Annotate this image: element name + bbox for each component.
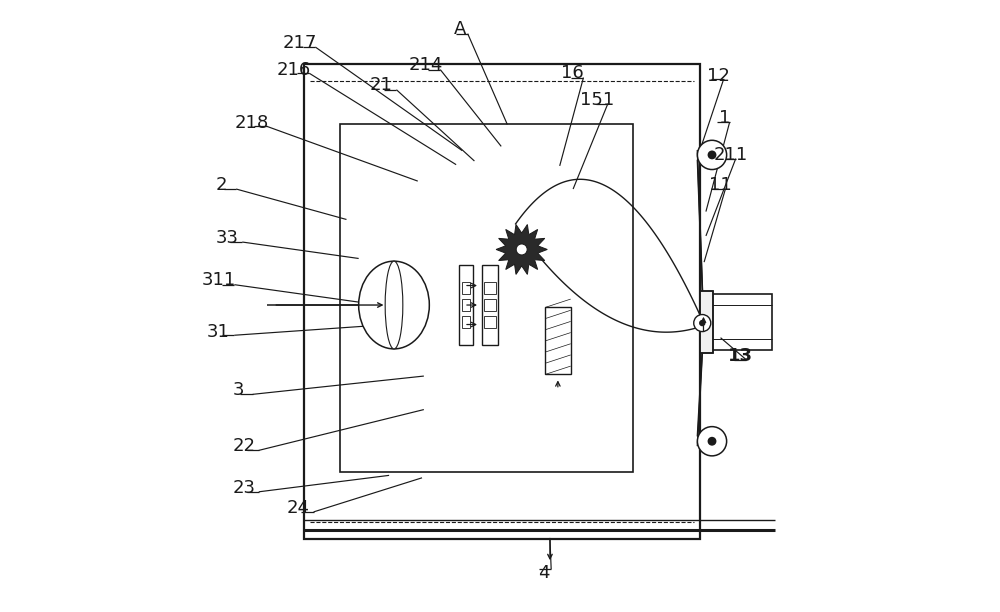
Text: 311: 311 — [201, 271, 236, 289]
Text: 4: 4 — [538, 564, 550, 582]
Text: 22: 22 — [233, 437, 256, 455]
Bar — [700, 291, 713, 353]
Bar — [700, 291, 713, 353]
Text: 21: 21 — [370, 76, 393, 94]
Bar — [484, 316, 496, 328]
Circle shape — [708, 151, 716, 159]
Text: 13: 13 — [728, 347, 753, 365]
Text: 214: 214 — [408, 56, 443, 74]
Text: 217: 217 — [283, 34, 317, 52]
Bar — [462, 282, 470, 294]
Ellipse shape — [385, 261, 403, 349]
Bar — [462, 316, 470, 328]
Text: 2: 2 — [215, 176, 227, 195]
Bar — [304, 64, 700, 539]
Text: 211: 211 — [713, 146, 747, 164]
Text: 33: 33 — [216, 229, 239, 247]
Circle shape — [708, 438, 716, 445]
Text: 11: 11 — [709, 176, 732, 195]
Bar — [700, 294, 772, 350]
Text: 31: 31 — [207, 323, 230, 341]
Text: 12: 12 — [707, 67, 730, 84]
Circle shape — [694, 315, 711, 332]
Text: A: A — [454, 20, 467, 38]
Circle shape — [516, 244, 527, 255]
Text: 16: 16 — [561, 64, 583, 82]
Polygon shape — [496, 225, 547, 274]
Bar — [482, 266, 498, 345]
Text: 23: 23 — [233, 479, 256, 496]
Bar — [459, 266, 473, 345]
Bar — [462, 299, 470, 311]
Text: 3: 3 — [232, 381, 244, 399]
Ellipse shape — [359, 261, 429, 349]
Circle shape — [697, 140, 727, 170]
Text: 218: 218 — [234, 114, 269, 132]
Text: 151: 151 — [580, 91, 615, 109]
Text: 24: 24 — [286, 499, 309, 517]
Bar — [340, 124, 633, 472]
Circle shape — [700, 321, 705, 326]
Bar — [484, 299, 496, 311]
Bar — [545, 307, 571, 375]
Text: 216: 216 — [277, 61, 311, 78]
Text: 1: 1 — [719, 110, 730, 127]
Circle shape — [697, 427, 727, 456]
Bar — [484, 282, 496, 294]
